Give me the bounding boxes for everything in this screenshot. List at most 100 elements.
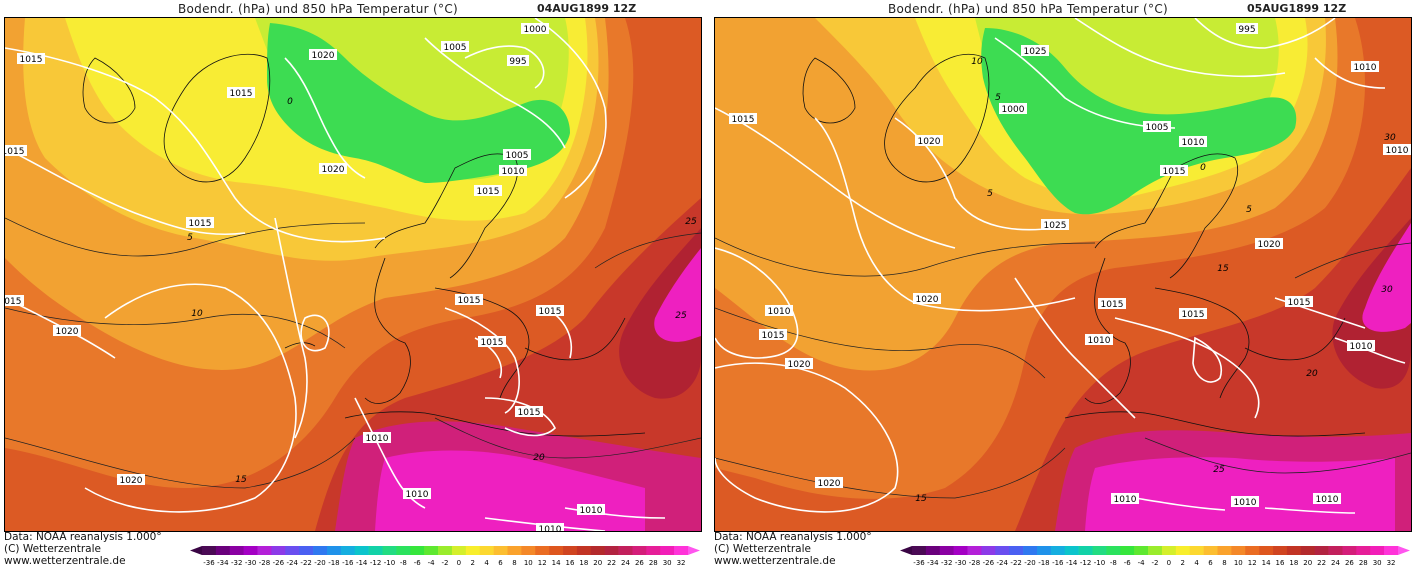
isobar-label-box bbox=[227, 87, 255, 98]
colorbar-tick-label: 24 bbox=[621, 559, 630, 567]
colorbar-swatch bbox=[1384, 546, 1399, 555]
isobar-label: 1015 bbox=[5, 297, 21, 307]
colorbar-tick-label: -20 bbox=[314, 559, 325, 567]
isobar-label-box bbox=[363, 432, 391, 443]
temp-field-green bbox=[981, 28, 1297, 215]
colorbar-swatch bbox=[1356, 546, 1371, 555]
colorbar-swatch bbox=[229, 546, 244, 555]
colorbar-tick-label: -12 bbox=[1080, 559, 1091, 567]
isobar-label: 1010 bbox=[1234, 498, 1257, 508]
colorbar-tick-label: 22 bbox=[1317, 559, 1326, 567]
isobar-label: 1015 bbox=[5, 147, 24, 157]
colorbar-swatch bbox=[1217, 546, 1232, 555]
colorbar-tick-label: 12 bbox=[1248, 559, 1257, 567]
isobar-label: 995 bbox=[1238, 25, 1255, 35]
isobar-label-box bbox=[915, 135, 943, 146]
isobar-label-box bbox=[729, 113, 757, 124]
colorbar-swatch bbox=[1036, 546, 1052, 555]
isobar-label-box bbox=[455, 294, 483, 305]
colorbar-tick-label: -24 bbox=[997, 559, 1009, 567]
temperature-legend: -36 -34 -32 -30 -28 -26 -24 -22 -20 -18 -16 -14 -12-… bbox=[900, 544, 1410, 574]
colorbar-tick-label: -6 bbox=[1124, 559, 1132, 567]
colorbar-swatch bbox=[1120, 546, 1135, 555]
colorbar-tick-label: -2 bbox=[1152, 559, 1159, 567]
temp-field-green bbox=[267, 23, 570, 183]
isobar-label: 1015 bbox=[20, 55, 43, 65]
colorbar-swatch bbox=[1106, 546, 1121, 555]
colorbar-swatch bbox=[618, 546, 633, 555]
weather-map-svg: 1025995101010151020100010051010101510251… bbox=[715, 18, 1411, 531]
temp-field-pink-south bbox=[1085, 457, 1395, 531]
colorbar-tick-label: -32 bbox=[231, 559, 242, 567]
isobar-label: 1000 bbox=[1002, 105, 1025, 115]
isobar-label-box bbox=[1347, 340, 1375, 351]
isobar-label: 1020 bbox=[1258, 240, 1281, 250]
data-source: Data: NOAA reanalysis 1.000° bbox=[714, 531, 872, 543]
colorbar-tick-label: 32 bbox=[1387, 559, 1396, 567]
colorbar-tick-label: -22 bbox=[1010, 559, 1021, 567]
colorbar-swatch bbox=[1092, 546, 1107, 555]
colorbar-swatch bbox=[925, 546, 941, 555]
isotherm-label: 5 bbox=[987, 189, 993, 199]
isobar-label: 1010 bbox=[1354, 63, 1377, 73]
isobar-label: 1020 bbox=[312, 51, 335, 61]
map-date: 05AUG1899 12Z bbox=[1247, 2, 1347, 15]
temperature-labels: 10 5 0 5 5 15 20 25 30 30 15 bbox=[915, 57, 1396, 504]
isobar-label: 1005 bbox=[506, 151, 529, 161]
isobar-label: 1010 bbox=[1386, 146, 1409, 156]
isobar-label-box bbox=[577, 504, 605, 515]
colorbar-swatch bbox=[1064, 546, 1079, 555]
colorbar-swatch bbox=[326, 546, 342, 555]
colorbar-tick-label: 18 bbox=[579, 559, 588, 567]
isobar-label-box bbox=[474, 185, 502, 196]
colorbar-swatch bbox=[465, 546, 481, 555]
isobar-label-box bbox=[521, 23, 549, 34]
colorbar-swatch bbox=[368, 546, 383, 555]
map-panel-right: Bodendr. (hPa) und 850 hPa Temperatur (°… bbox=[710, 0, 1414, 579]
colorbar-tick-label: -36 bbox=[913, 559, 925, 567]
isobar-label: 1015 bbox=[518, 408, 541, 418]
colorbar-swatch bbox=[1286, 546, 1302, 555]
coastlines bbox=[802, 54, 1366, 437]
isobar-label: 1020 bbox=[918, 137, 941, 147]
colorbar-swatch bbox=[451, 546, 467, 555]
colorbar-arrow-right bbox=[1398, 546, 1410, 555]
colorbar-tick-label: -4 bbox=[428, 559, 436, 567]
isobar-label: 1010 bbox=[502, 167, 525, 177]
isobar-label: 1020 bbox=[916, 295, 939, 305]
colorbar-swatch bbox=[243, 546, 258, 555]
weather-map: 1015 1015 1020 1005 1000 995 1005 1010 1015 1020 1… bbox=[4, 17, 702, 532]
isobar-label-box bbox=[53, 325, 81, 336]
isobar-label-box bbox=[1111, 493, 1139, 504]
isobar-label-box bbox=[5, 295, 24, 306]
colorbar-swatch bbox=[660, 546, 675, 555]
colorbar-swatch bbox=[202, 546, 217, 555]
isobar-label-box bbox=[1285, 296, 1313, 307]
colorbar-tick-label: -20 bbox=[1024, 559, 1035, 567]
website: www.wetterzentrale.de bbox=[714, 555, 836, 567]
colorbar-arrow-right bbox=[688, 546, 700, 555]
colorbar-tick-label: 10 bbox=[1234, 559, 1243, 567]
colorbar-swatch bbox=[1189, 546, 1204, 555]
map-footer: Data: NOAA reanalysis 1.000° (C) Wetterz… bbox=[4, 531, 162, 567]
colorbar-tick-label: 4 bbox=[1194, 559, 1199, 567]
isobar-label-box bbox=[999, 103, 1027, 114]
colorbar-swatch bbox=[396, 546, 411, 555]
isobar-label: 1015 bbox=[1101, 300, 1124, 310]
colorbar-tick-label: -16 bbox=[342, 559, 354, 567]
isobar-label: 1025 bbox=[1024, 47, 1047, 57]
isobar-label: 1015 bbox=[1182, 310, 1205, 320]
colorbar-tick-label: 4 bbox=[484, 559, 489, 567]
colorbar-swatch bbox=[674, 546, 689, 555]
isobar-label-box bbox=[1098, 298, 1126, 309]
isobar-label: 1000 bbox=[524, 25, 547, 35]
colorbar-tick-label: 26 bbox=[635, 559, 644, 567]
colorbar-swatch bbox=[590, 546, 605, 555]
isobar-label: 1010 bbox=[1114, 495, 1137, 505]
colorbar-swatch bbox=[354, 546, 369, 555]
colorbar-tick-label: 10 bbox=[524, 559, 533, 567]
colorbar-swatch bbox=[1342, 546, 1357, 555]
isobar-label: 1015 bbox=[762, 331, 785, 341]
colorbar-tick-label: 18 bbox=[1289, 559, 1298, 567]
isotherm-label: 25 bbox=[1213, 465, 1225, 475]
